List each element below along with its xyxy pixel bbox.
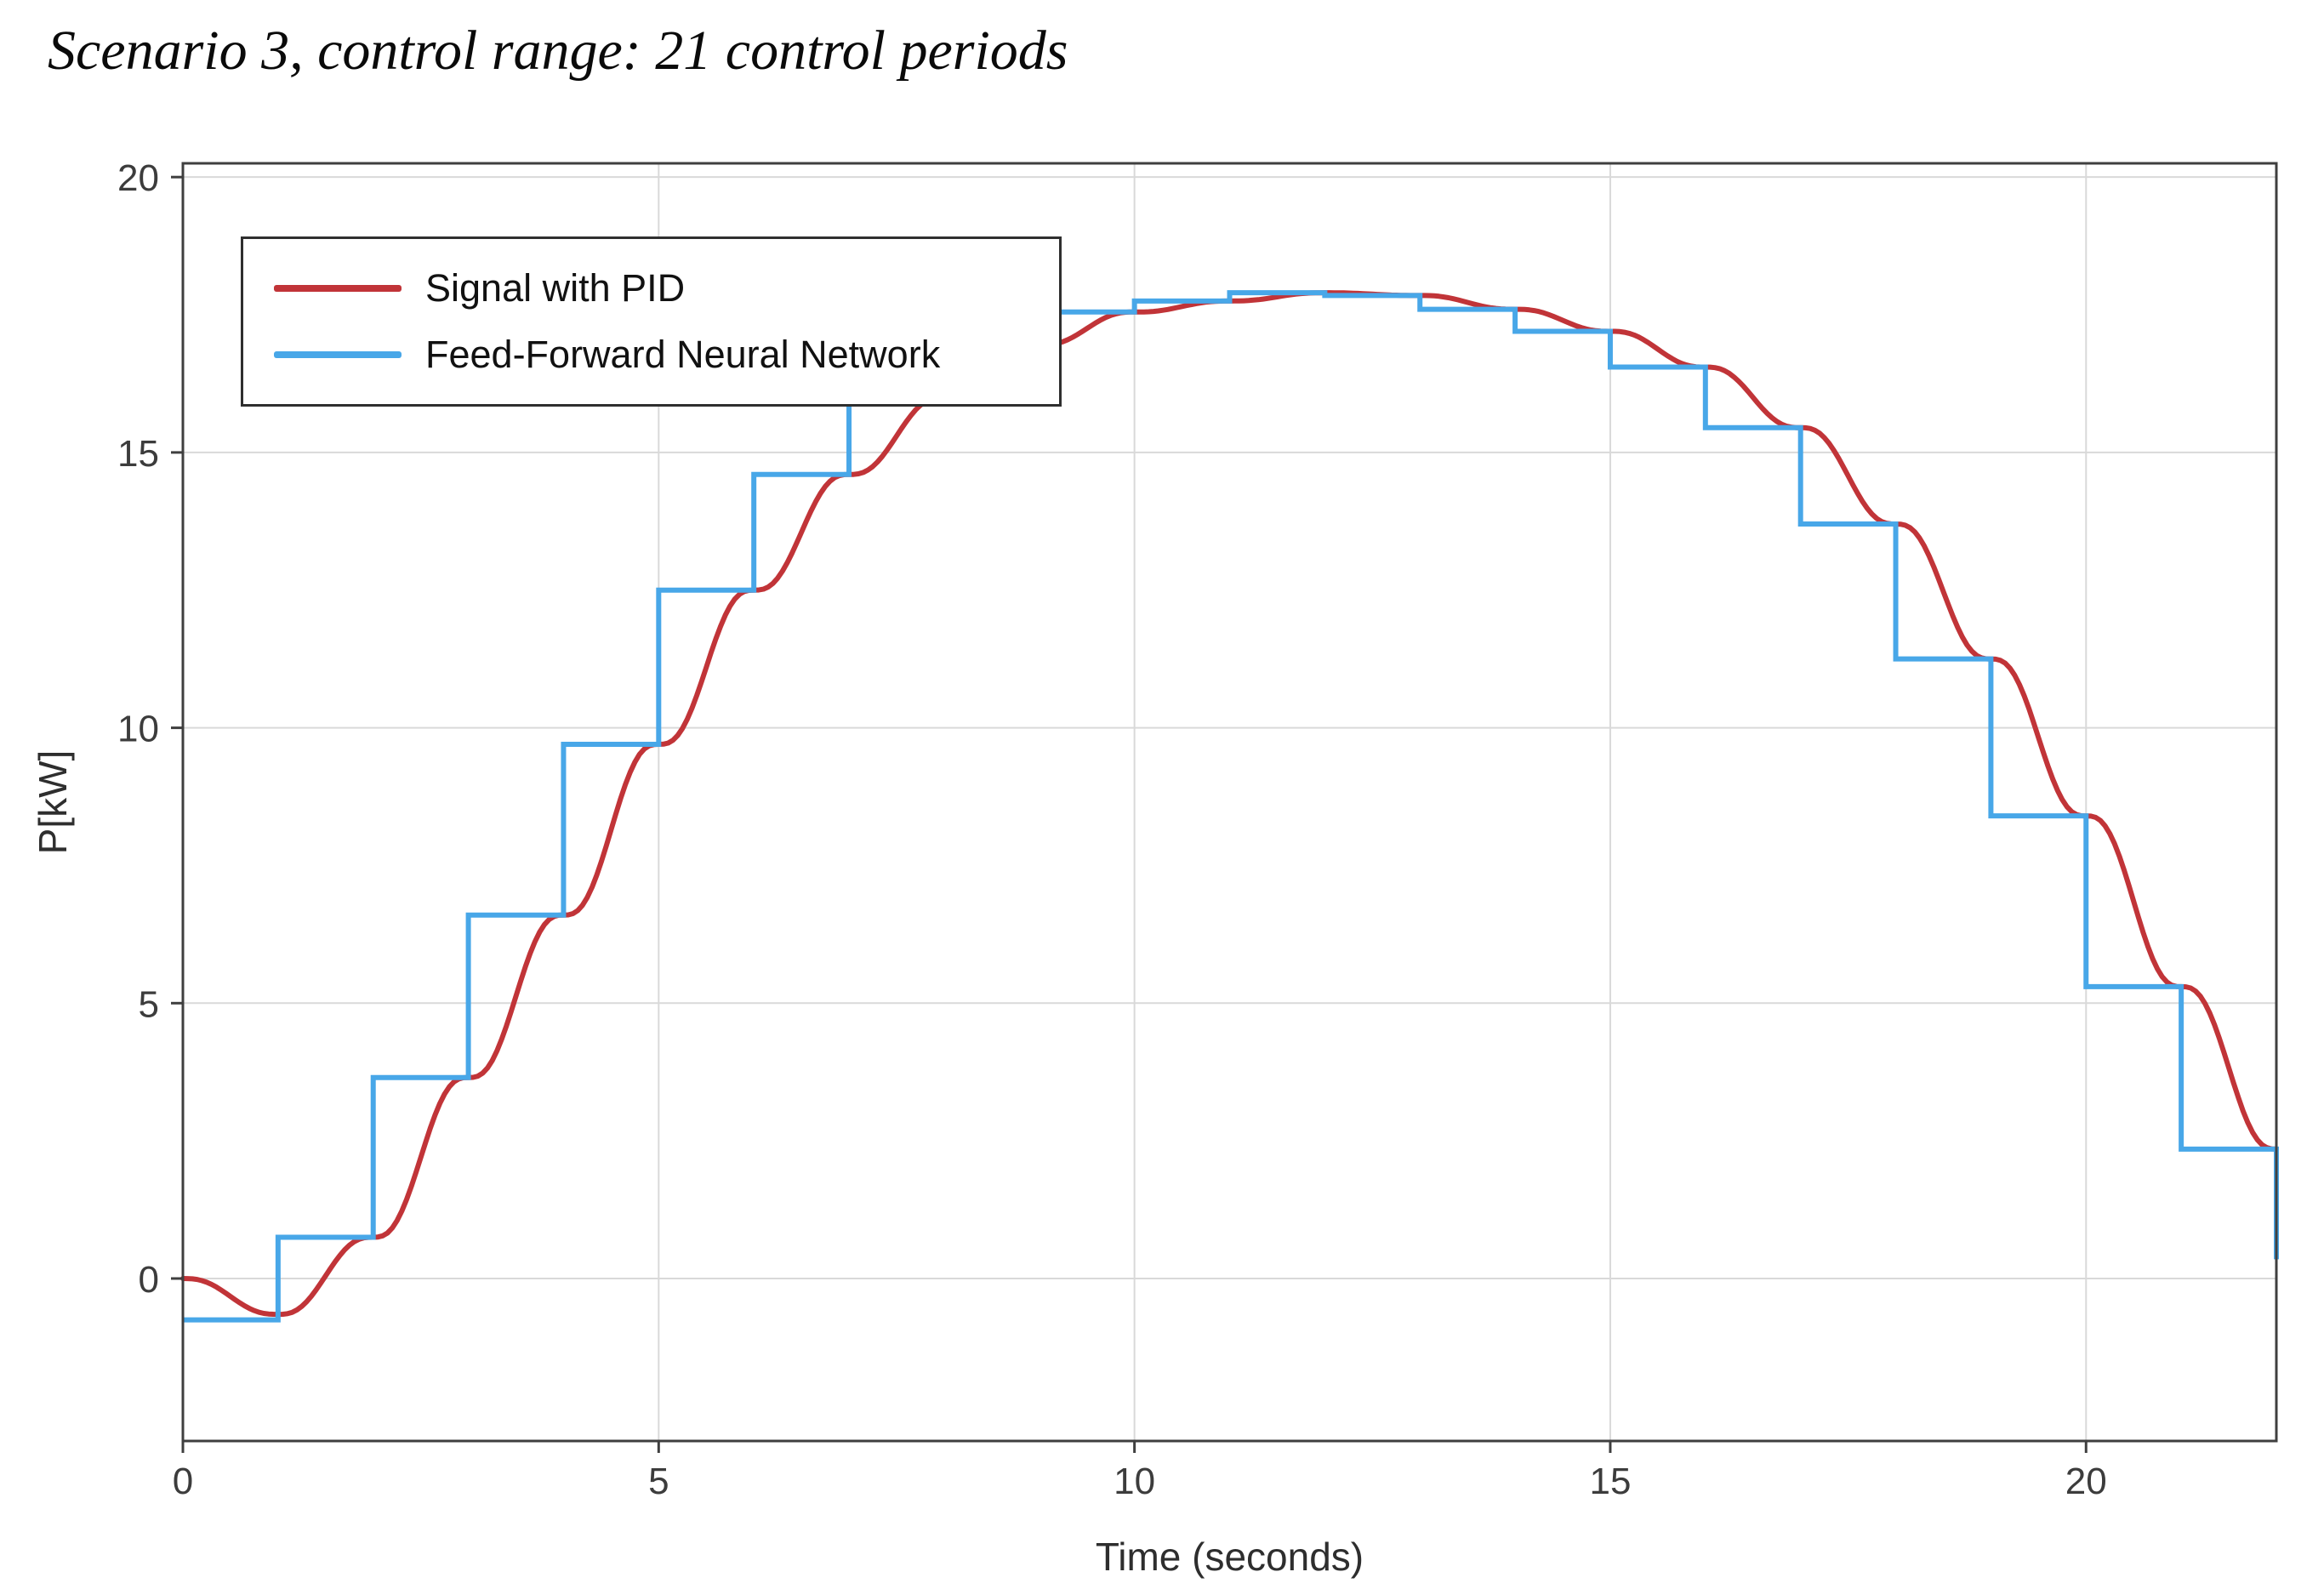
y-tick-label: 10	[117, 709, 159, 750]
chart-title: Scenario 3, control range: 21 control pe…	[48, 20, 1068, 82]
x-tick-label: 0	[173, 1461, 193, 1502]
x-axis-label: Time (seconds)	[1096, 1535, 1364, 1579]
x-tick-label: 15	[1589, 1461, 1631, 1502]
x-tick-label: 20	[2065, 1461, 2107, 1502]
x-tick-label: 10	[1114, 1461, 1155, 1502]
legend-box: Signal with PID Feed-Forward Neural Netw…	[241, 236, 1062, 407]
y-tick-label: 15	[117, 433, 159, 475]
nn-line-swatch	[274, 351, 402, 358]
pid-line-swatch	[274, 285, 402, 292]
legend-item-pid: Signal with PID	[274, 266, 1059, 310]
legend-label-pid: Signal with PID	[425, 266, 686, 310]
y-tick-label: 0	[139, 1259, 159, 1301]
y-tick-label: 20	[117, 157, 159, 199]
legend-label-nn: Feed-Forward Neural Network	[425, 333, 941, 376]
x-tick-label: 5	[648, 1461, 669, 1502]
series-signal-with-pid	[180, 290, 2279, 1318]
legend-item-nn: Feed-Forward Neural Network	[274, 333, 1059, 377]
y-axis-label: P[kW]	[31, 750, 75, 855]
plot-frame	[181, 162, 2278, 1443]
series-feed-forward-nn	[183, 290, 2279, 1323]
y-tick-label: 5	[139, 983, 159, 1025]
